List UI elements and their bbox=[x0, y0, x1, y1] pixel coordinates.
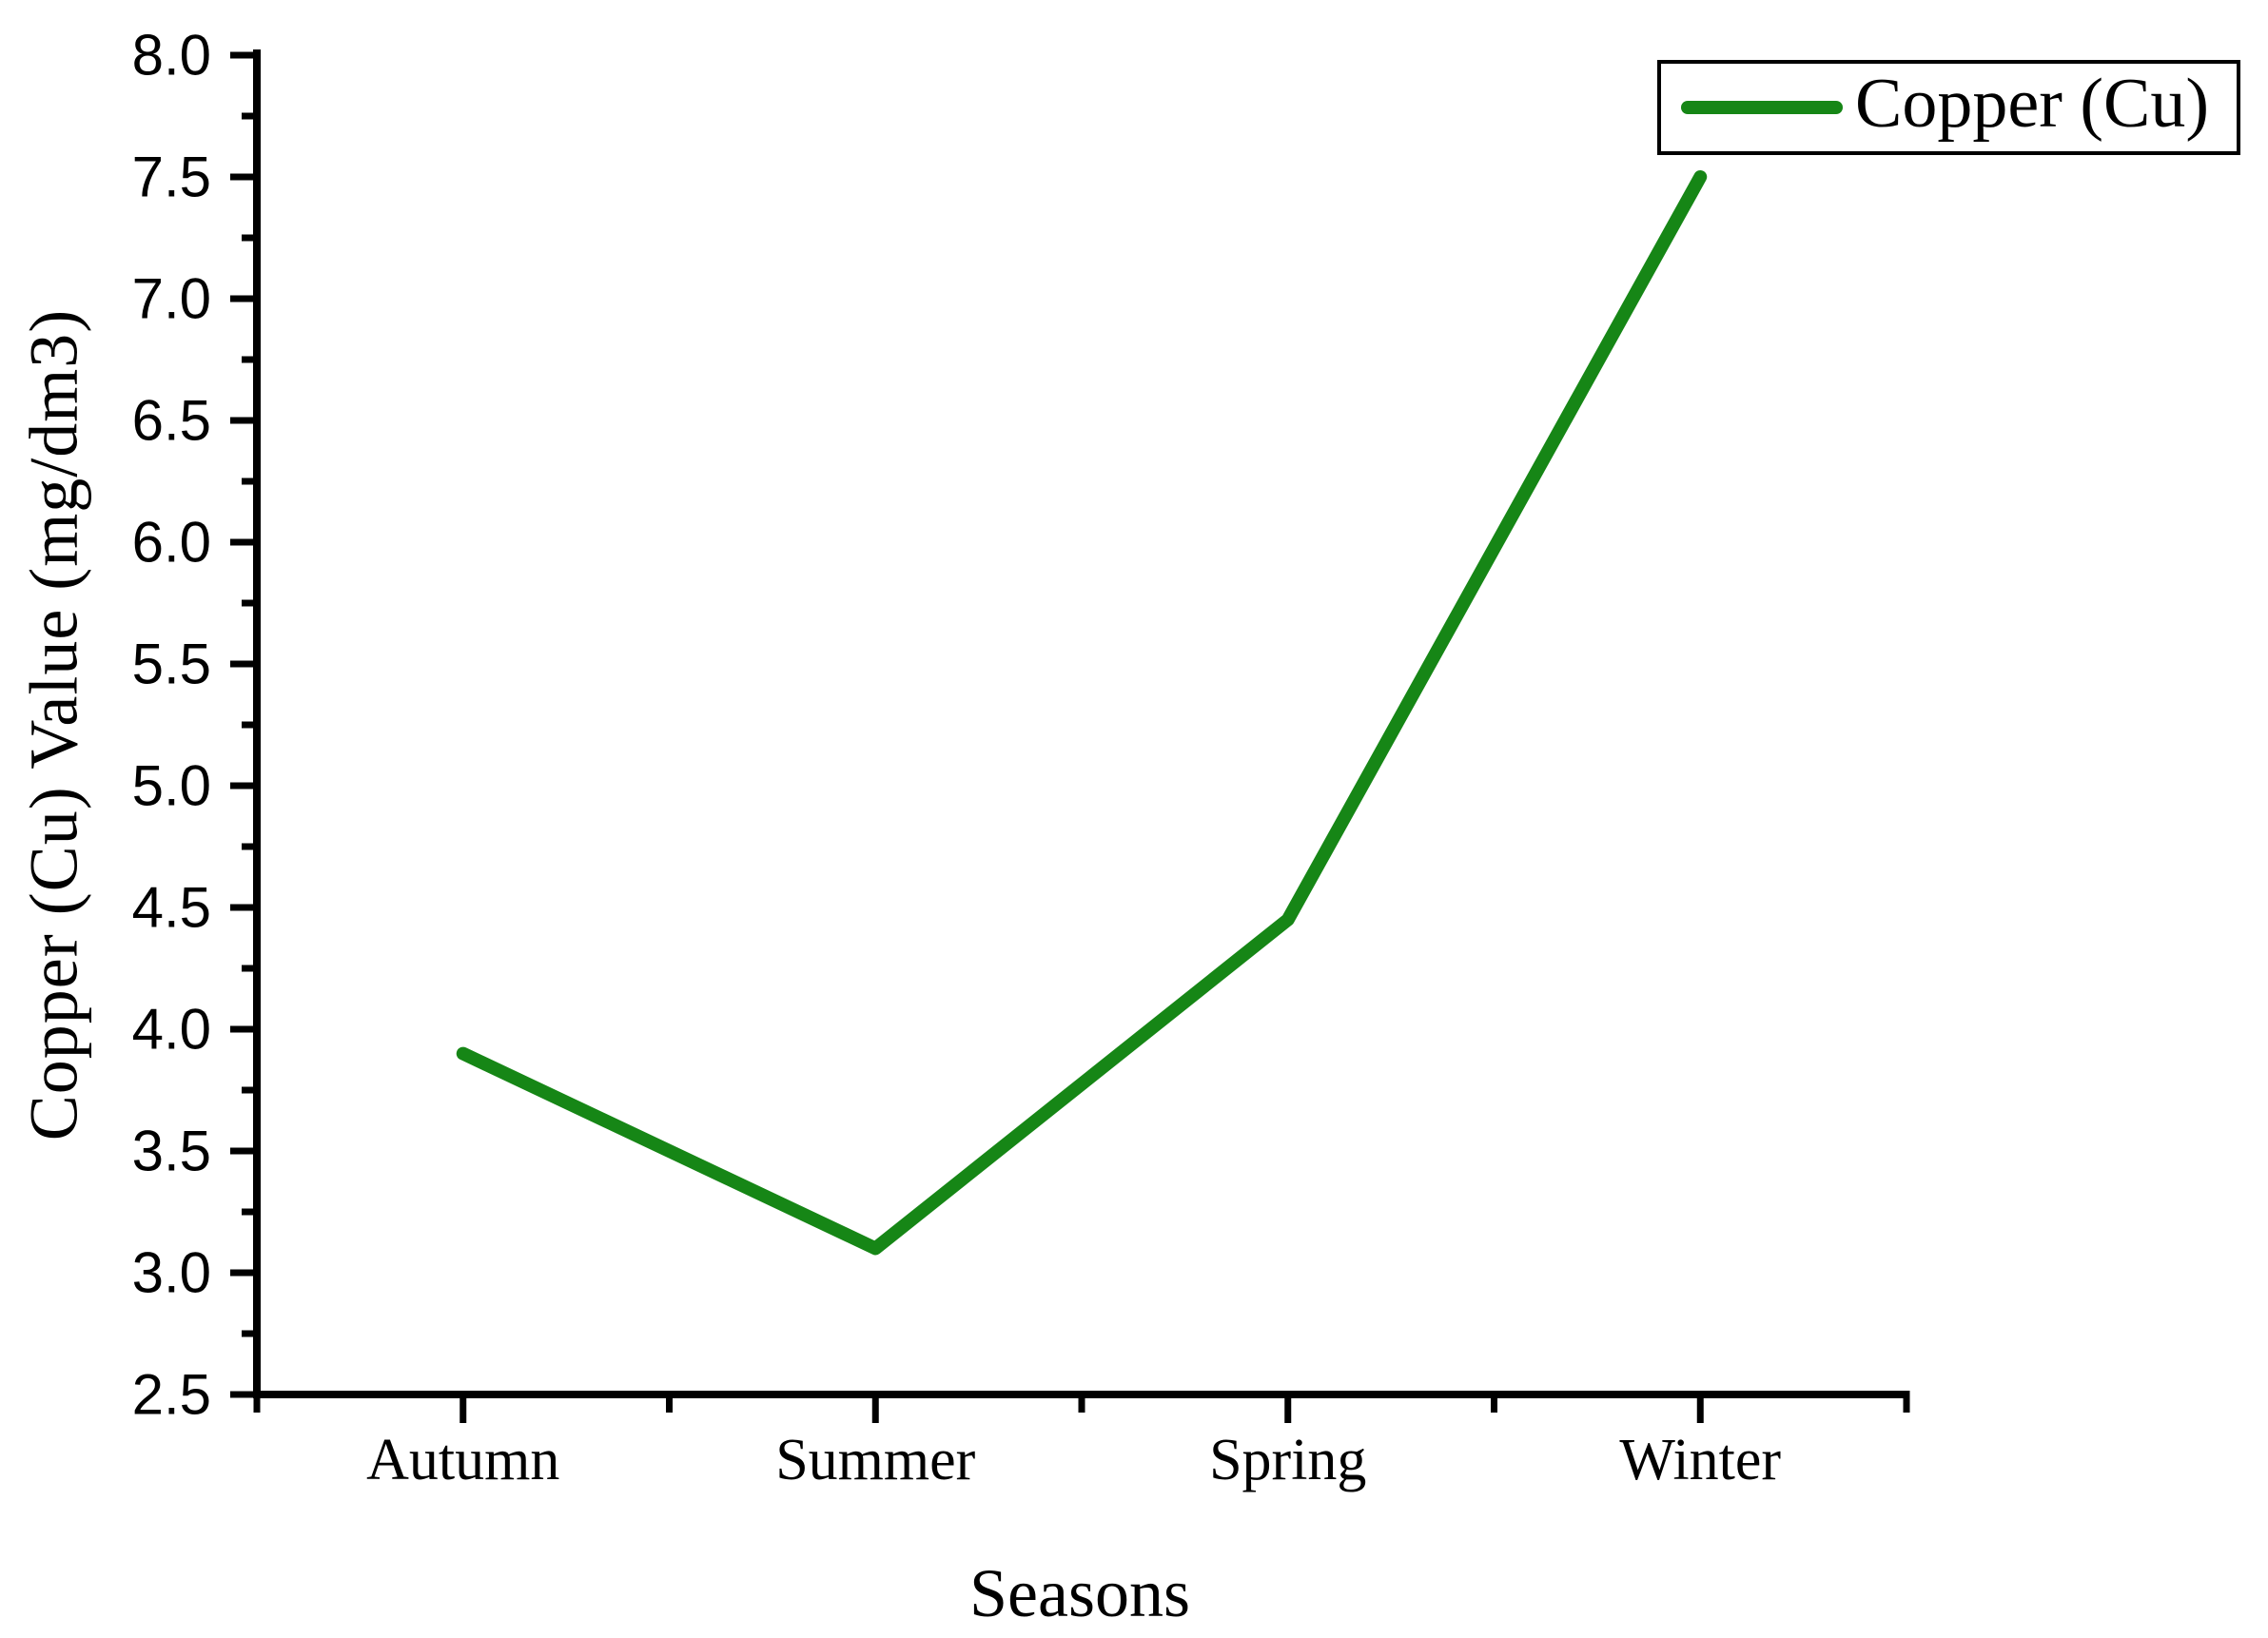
x-category-label: Spring bbox=[1209, 1428, 1366, 1492]
x-category-label: Autumn bbox=[366, 1428, 559, 1492]
y-tick-label: 5.5 bbox=[132, 633, 211, 696]
y-tick-label: 5.0 bbox=[132, 754, 211, 818]
legend-line-sample-icon bbox=[1681, 101, 1843, 114]
legend-series-label: Copper (Cu) bbox=[1855, 65, 2209, 143]
y-tick-label: 2.5 bbox=[132, 1363, 211, 1427]
legend: Copper (Cu) bbox=[1657, 60, 2240, 155]
y-tick-label: 3.5 bbox=[132, 1120, 211, 1183]
y-tick-label: 4.0 bbox=[132, 998, 211, 1062]
x-axis-title: Seasons bbox=[969, 1555, 1190, 1631]
y-tick-label: 7.0 bbox=[132, 267, 211, 331]
y-tick-label: 3.0 bbox=[132, 1241, 211, 1305]
y-axis-title: Copper (Cu) Value (mg/dm3) bbox=[15, 308, 92, 1141]
y-tick-label: 7.5 bbox=[132, 146, 211, 209]
y-tick-label: 6.0 bbox=[132, 511, 211, 575]
x-category-label: Winter bbox=[1619, 1428, 1781, 1492]
y-tick-label: 6.5 bbox=[132, 389, 211, 453]
y-tick-label: 8.0 bbox=[132, 24, 211, 88]
y-tick-label: 4.5 bbox=[132, 876, 211, 940]
data-line-copper-cu bbox=[456, 170, 1708, 1256]
x-category-label: Summer bbox=[775, 1428, 975, 1492]
